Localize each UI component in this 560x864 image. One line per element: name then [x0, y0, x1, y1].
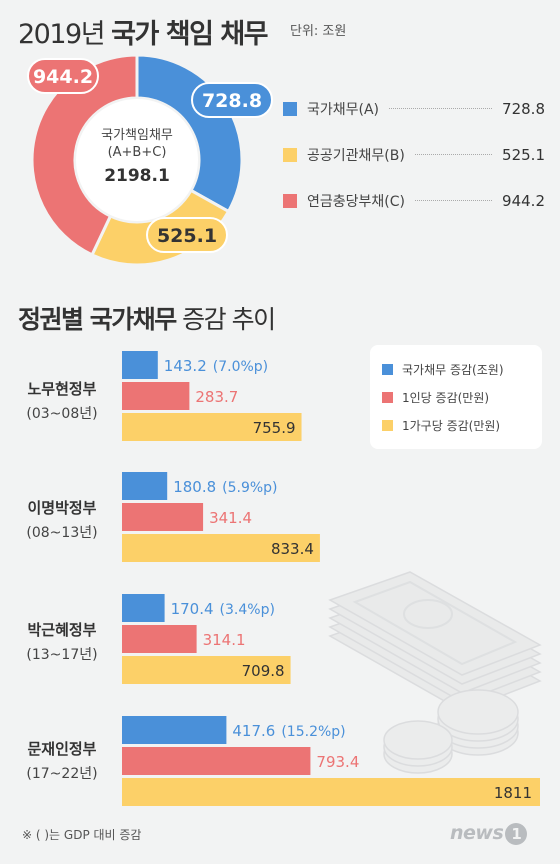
donut-center-line2: (A+B+C): [107, 145, 167, 160]
bar-debt-label: 180.8 (5.9%p): [173, 478, 277, 496]
legend-swatch-red: [283, 193, 297, 208]
bar-group-1: 180.8 (5.9%p) 341.4 833.4: [122, 472, 320, 562]
donut-chart: 728.8 525.1 944.2: [27, 53, 273, 267]
logo-text: news: [450, 822, 504, 844]
bar-per-person-label: 283.7: [195, 388, 238, 406]
donut-value-label-0: 728.8: [191, 82, 273, 118]
bar-per-household: [122, 656, 291, 684]
gov-name: 박근혜정부: [27, 621, 97, 639]
gov-years: (03~08년): [26, 406, 98, 422]
bar-per-household-label: 755.9: [253, 419, 296, 437]
legend-value: 525.1: [502, 145, 545, 164]
bar-legend-text: 국가채무 증감(조원): [402, 362, 504, 377]
bar-group-0: 143.2 (7.0%p) 283.7 755.9: [122, 351, 302, 441]
bar-per-household: [122, 534, 320, 562]
title-bold: 국가 책임 채무: [111, 19, 268, 50]
donut-center-total: 2198.1: [104, 166, 170, 186]
bar-per-household-label: 709.8: [242, 662, 285, 680]
bar-legend-row: 1가구당 증감(만원): [382, 411, 530, 439]
legend-name: 공공기관채무(B): [307, 147, 405, 164]
main-title: 2019년 국가 책임 채무: [18, 12, 268, 51]
bar-legend-row: 1인당 증감(만원): [382, 383, 530, 411]
bar-debt-label: 143.2 (7.0%p): [164, 357, 268, 375]
bar-per-person: [122, 625, 197, 653]
donut-value-label-1: 525.1: [146, 217, 228, 253]
bar-per-person-label: 341.4: [209, 509, 252, 527]
gov-years: (08~13년): [26, 525, 98, 541]
legend-value: 728.8: [502, 99, 545, 118]
gov-name: 문재인정부: [27, 740, 97, 758]
bar-per-person-label: 314.1: [203, 631, 246, 649]
donut-slice-2: [30, 53, 139, 257]
gov-label-moon: 문재인정부 (17~22년): [2, 738, 122, 783]
bar-per-person: [122, 747, 311, 775]
bar-legend-text: 1인당 증감(만원): [402, 390, 490, 405]
donut-hole: [76, 99, 198, 221]
footnote: ※ ( )는 GDP 대비 증감: [22, 828, 142, 842]
bar-group-2: 170.4 (3.4%p) 314.1 709.8: [122, 594, 291, 684]
section-title-bold: 정권별 국가채무: [18, 305, 177, 334]
bar-per-household: [122, 778, 540, 806]
title-year: 2019년: [18, 19, 106, 50]
bar-per-person: [122, 503, 204, 531]
legend-swatch-blue: [283, 101, 297, 116]
bar-legend-swatch-yellow: [382, 419, 393, 431]
svg-text:525.1: 525.1: [157, 225, 217, 247]
bar-per-person: [122, 382, 190, 410]
gov-label-lee: 이명박정부 (08~13년): [2, 497, 122, 542]
gov-name: 노무현정부: [27, 380, 97, 398]
bar-per-person-label: 793.4: [316, 753, 359, 771]
money-decoration: [328, 571, 542, 774]
logo-mark: 1: [505, 823, 528, 845]
unit-label: 단위: 조원: [290, 24, 347, 39]
svg-text:728.8: 728.8: [202, 90, 262, 112]
news1-logo: news 1: [450, 822, 528, 845]
section-title-rest: 증감 추이: [182, 305, 276, 334]
donut-center-line1: 국가책임채무: [101, 128, 173, 143]
gov-years: (17~22년): [26, 766, 98, 782]
section-title: 정권별 국가채무 증감 추이: [18, 300, 276, 336]
gov-label-park: 박근혜정부 (13~17년): [2, 619, 122, 664]
legend-name: 연금충당부채(C): [307, 193, 405, 210]
legend-swatch-yellow: [283, 147, 297, 162]
bar-per-household-label: 1811: [494, 784, 532, 802]
bar-debt: [122, 472, 168, 500]
bar-group-3: 417.6 (15.2%p) 793.4 1811: [122, 716, 540, 806]
legend-dots: [414, 154, 493, 155]
legend-row-debt: 국가채무(A) 728.8: [283, 96, 545, 121]
bar-legend-swatch-red: [382, 391, 393, 403]
bar-legend-swatch-blue: [382, 363, 393, 375]
bar-legend: 국가채무 증감(조원) 1인당 증감(만원) 1가구당 증감(만원): [370, 345, 542, 449]
legend-dots: [389, 108, 493, 109]
legend-row-public: 공공기관채무(B) 525.1: [283, 142, 545, 167]
bar-debt-label: 170.4 (3.4%p): [171, 600, 275, 618]
svg-text:944.2: 944.2: [33, 66, 93, 88]
gov-years: (13~17년): [26, 647, 98, 663]
legend-row-pension: 연금충당부채(C) 944.2: [283, 188, 545, 213]
donut-value-label-2: 944.2: [27, 58, 99, 94]
legend-name: 국가채무(A): [307, 101, 380, 118]
bar-per-household-label: 833.4: [271, 540, 314, 558]
bar-per-household: [122, 413, 302, 441]
bar-legend-text: 1가구당 증감(만원): [402, 418, 501, 433]
legend-value: 944.2: [502, 191, 545, 210]
donut-legend: 국가채무(A) 728.8 공공기관채무(B) 525.1 연금충당부채(C) …: [283, 96, 545, 234]
bar-legend-row: 국가채무 증감(조원): [382, 355, 530, 383]
bar-debt: [122, 716, 227, 744]
bar-debt-label: 417.6 (15.2%p): [232, 722, 345, 740]
bar-debt: [122, 351, 158, 379]
bar-debt: [122, 594, 165, 622]
gov-label-roh: 노무현정부 (03~08년): [2, 378, 122, 423]
gov-name: 이명박정부: [27, 499, 97, 517]
legend-dots: [414, 200, 493, 201]
